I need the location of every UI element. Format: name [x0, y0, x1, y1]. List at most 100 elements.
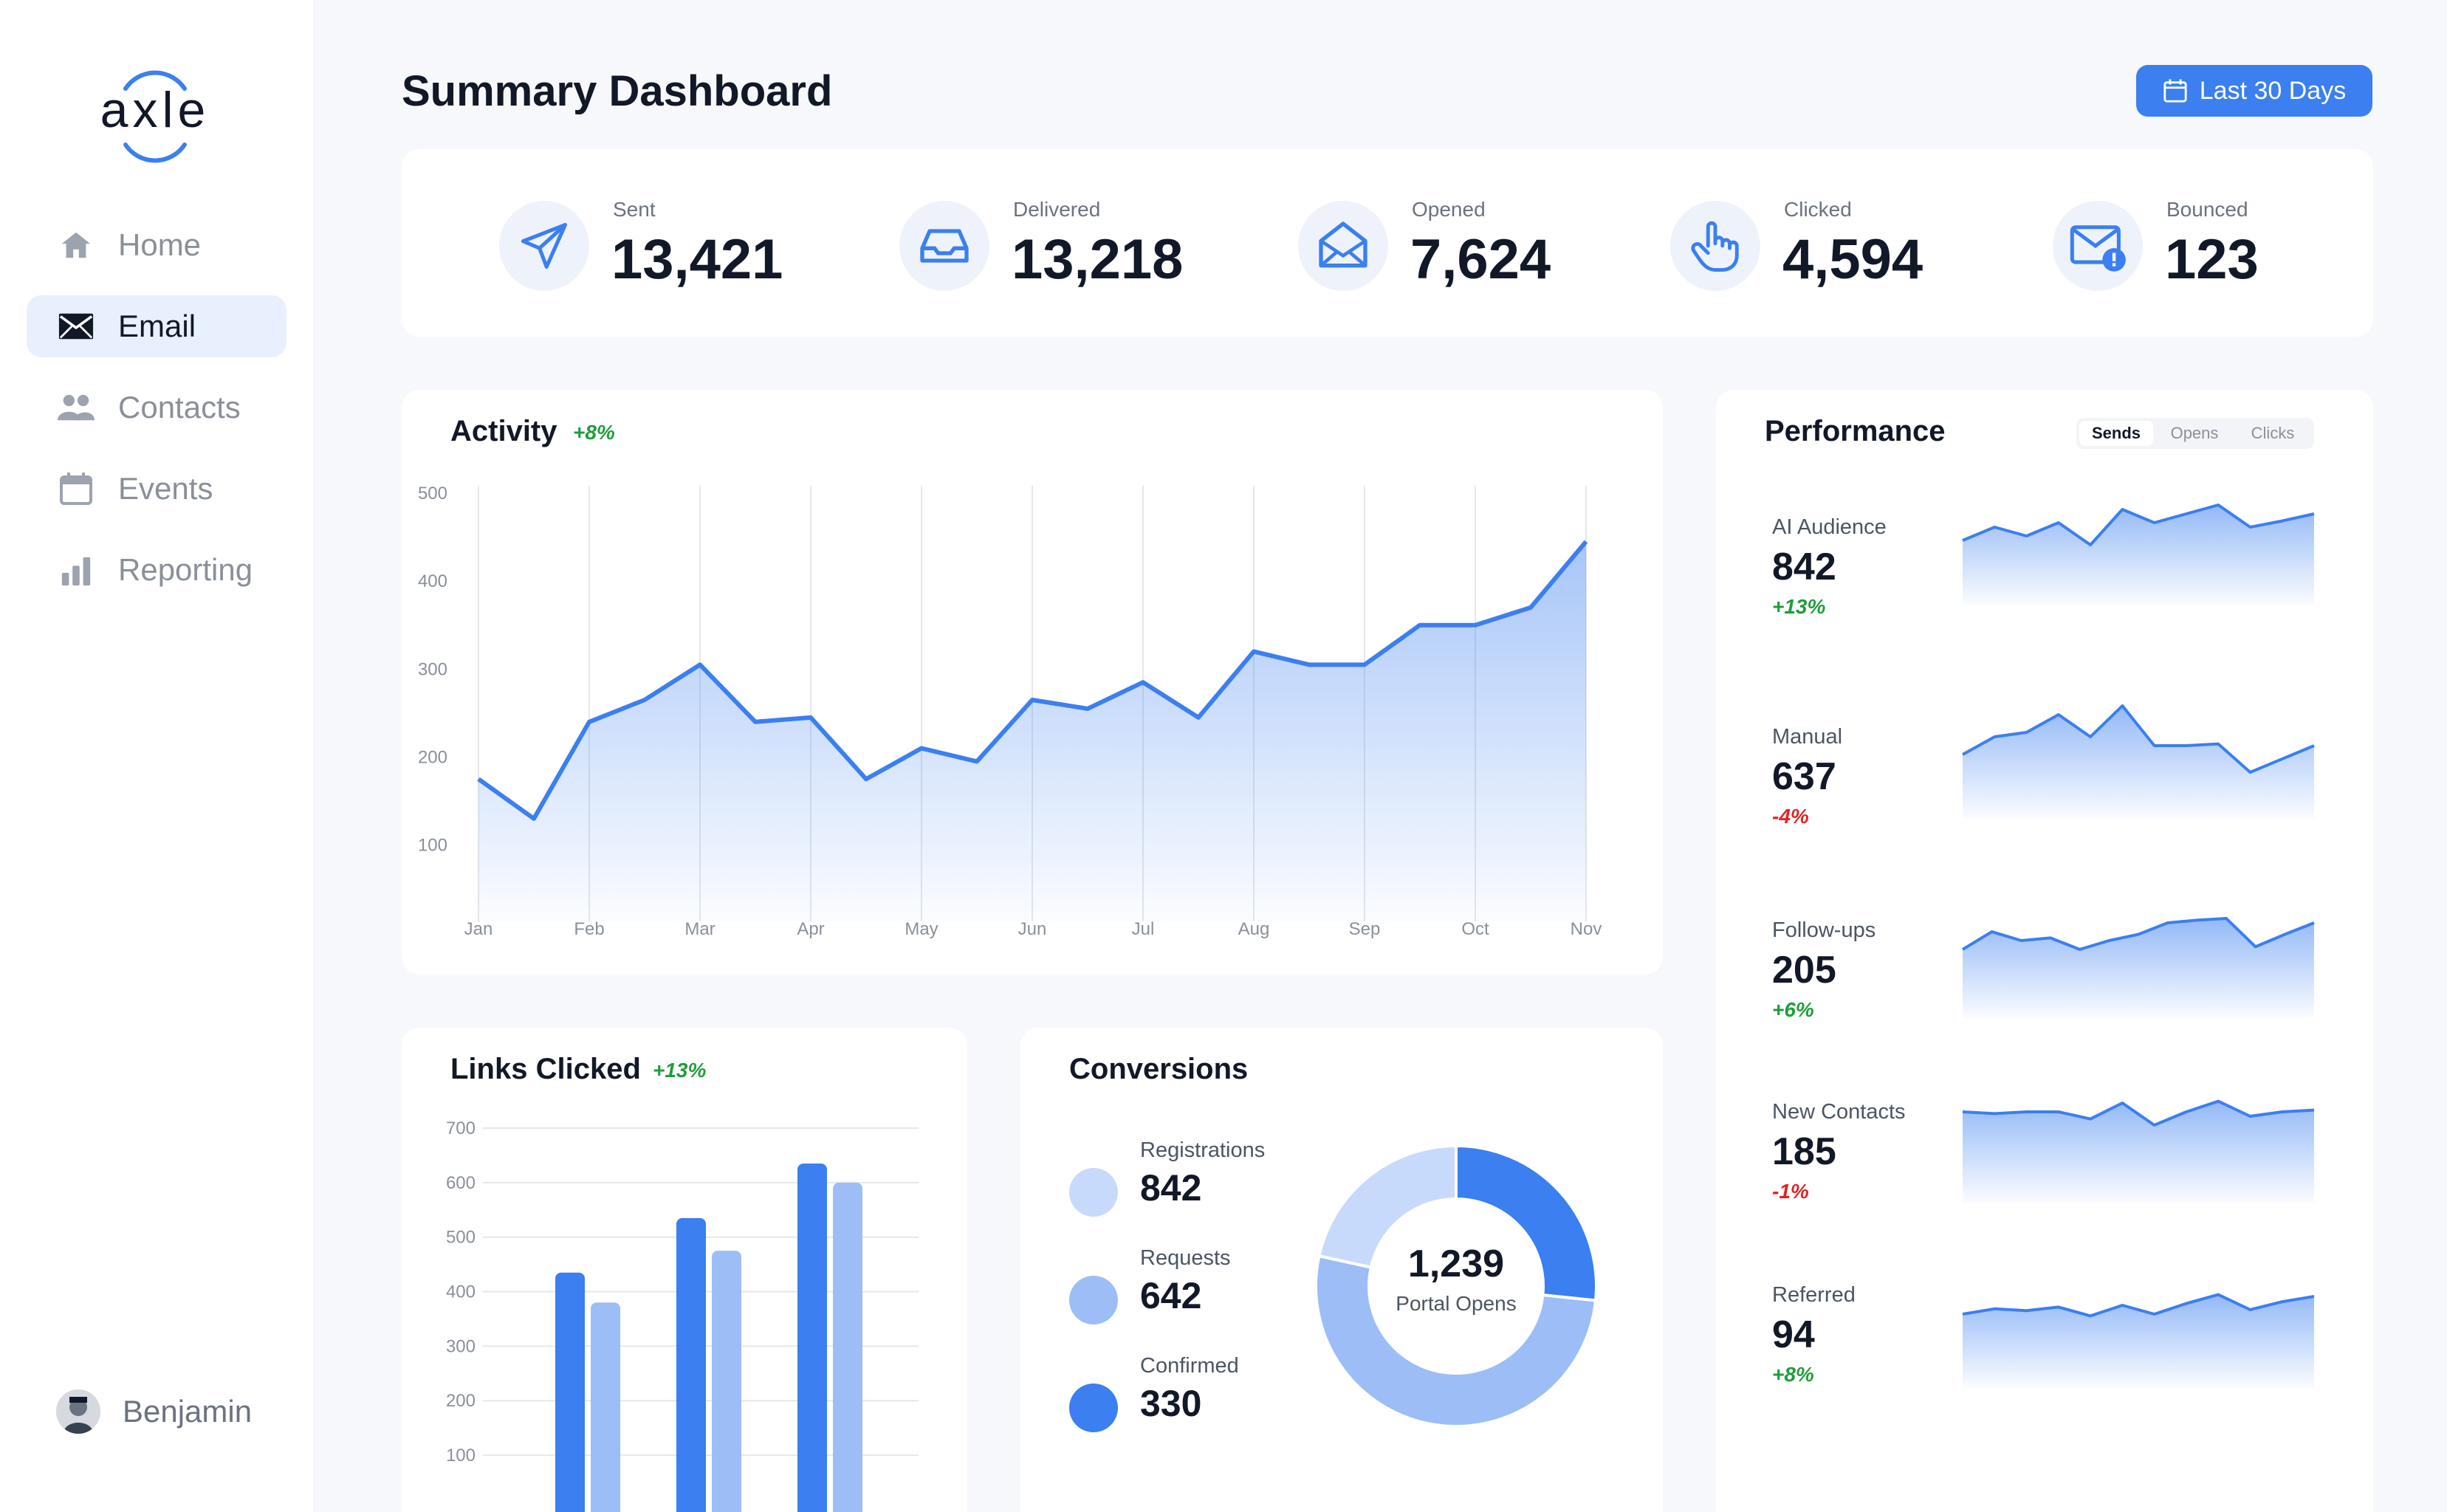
- date-range-button[interactable]: Last 30 Days: [2136, 65, 2372, 117]
- activity-card: Activity +8% 100 200 300 400 500 Jan Feb Mar Apr…: [402, 390, 1663, 975]
- sidebar-item-label: Events: [118, 471, 213, 506]
- y-tick-label: 500: [446, 1228, 476, 1248]
- performance-label: AI Audience: [1772, 515, 1887, 539]
- y-tick-label: 200: [418, 747, 447, 767]
- y-tick-label: 300: [446, 1336, 476, 1356]
- x-tick-label: Oct: [1461, 919, 1489, 939]
- y-tick-label: 200: [446, 1391, 476, 1411]
- conversion-value: 842: [1140, 1167, 1202, 1209]
- sidebar-item-label: Email: [118, 309, 196, 343]
- performance-value: 637: [1772, 755, 1836, 798]
- x-tick-label: Jun: [1018, 919, 1047, 939]
- stats-card: Sent 13,421 Delivered 13,218 Opened 7,62…: [402, 149, 2373, 337]
- bar: [712, 1251, 741, 1512]
- x-tick-label: Nov: [1571, 919, 1602, 939]
- bar: [833, 1182, 862, 1512]
- stat-value: 7,624: [1410, 228, 1551, 291]
- stat-label: Clicked: [1784, 198, 1852, 221]
- performance-delta: -1%: [1772, 1180, 1809, 1203]
- y-tick-label: 100: [418, 836, 447, 856]
- y-tick-label: 700: [446, 1118, 476, 1138]
- performance-rows: AI Audience 842 +13% Manual 637 -4% Foll…: [1772, 0, 2082, 1512]
- performance-value: 185: [1772, 1130, 1836, 1173]
- performance-label: Manual: [1772, 725, 1843, 749]
- performance-delta: -4%: [1772, 805, 1809, 828]
- calendar-icon: [58, 470, 95, 507]
- activity-title: Activity: [450, 415, 557, 447]
- sidebar-item-label: Reporting: [118, 552, 253, 587]
- tab-clicks[interactable]: Clicks: [2251, 424, 2295, 442]
- stat-value: 13,218: [1012, 228, 1184, 291]
- performance-label: Referred: [1772, 1283, 1856, 1307]
- links-clicked-delta: +13%: [653, 1059, 707, 1082]
- sidebar-item-home[interactable]: Home: [27, 214, 286, 276]
- conversion-label: Registrations: [1140, 1138, 1266, 1162]
- avatar: [56, 1389, 100, 1434]
- user-profile[interactable]: Benjamin: [56, 1389, 252, 1434]
- conversion-label: Confirmed: [1140, 1354, 1239, 1378]
- x-tick-label: Jul: [1132, 919, 1155, 939]
- sidebar-item-label: Home: [118, 227, 202, 262]
- donut-center-value: 1,239: [1407, 1243, 1505, 1285]
- open-envelope-icon: [1298, 201, 1388, 291]
- conversion-item-confirmed: Confirmed 330: [1069, 1354, 1320, 1450]
- x-tick-label: Apr: [797, 919, 824, 939]
- calendar-icon: [2163, 79, 2187, 103]
- conversions-donut-chart: [1314, 1144, 1598, 1428]
- stat-value: 13,421: [611, 228, 783, 291]
- conversion-item-requests: Requests 642: [1069, 1246, 1320, 1342]
- x-tick-label: Feb: [574, 919, 604, 939]
- user-name: Benjamin: [123, 1394, 253, 1429]
- sidebar-item-label: Contacts: [118, 390, 241, 425]
- conversion-label: Requests: [1140, 1246, 1231, 1270]
- activity-delta: +8%: [573, 421, 615, 444]
- x-tick-label: Sep: [1349, 919, 1381, 939]
- sidebar: axle Home Email Contacts Events: [0, 0, 313, 1512]
- performance-delta: +6%: [1772, 998, 1814, 1021]
- y-tick-label: 400: [446, 1282, 476, 1302]
- performance-value: 94: [1772, 1313, 1815, 1356]
- y-tick-label: 100: [446, 1446, 476, 1465]
- bar: [591, 1302, 620, 1512]
- axle-logo[interactable]: axle: [89, 65, 222, 168]
- donut-segment: [1314, 1254, 1598, 1428]
- tab-opens[interactable]: Opens: [2170, 424, 2219, 442]
- activity-chart: 100 200 300 400 500 Jan Feb Mar Apr May Jun Jul Aug S…: [418, 484, 1602, 939]
- x-tick-label: Aug: [1238, 919, 1270, 939]
- bar: [555, 1272, 585, 1512]
- bar: [676, 1217, 706, 1512]
- y-tick-label: 500: [418, 484, 447, 504]
- y-tick-label: 600: [446, 1173, 476, 1193]
- sidebar-item-events[interactable]: Events: [27, 458, 286, 520]
- date-range-label: Last 30 Days: [2199, 76, 2347, 105]
- performance-tabs: Sends Opens Clicks: [2076, 418, 2314, 449]
- performance-delta: +8%: [1772, 1363, 1814, 1386]
- activity-line: [477, 540, 1588, 821]
- sidebar-nav: Home Email Contacts Events Reporting: [27, 214, 286, 620]
- donut-segment: [1317, 1144, 1458, 1270]
- stat-label: Opened: [1412, 198, 1486, 221]
- sidebar-item-contacts[interactable]: Contacts: [27, 377, 286, 439]
- legend-dot: [1069, 1168, 1118, 1217]
- performance-value: 842: [1772, 546, 1836, 588]
- links-clicked-chart: 100 200 300 400 500 600 700: [446, 1118, 919, 1512]
- inbox-icon: [899, 201, 989, 291]
- legend-dot: [1069, 1384, 1118, 1432]
- logo-text: axle: [100, 82, 210, 138]
- y-tick-label: 300: [418, 659, 447, 679]
- x-tick-label: Jan: [464, 919, 493, 939]
- sidebar-item-reporting[interactable]: Reporting: [27, 539, 286, 601]
- conversions-card: Conversions Registrations 842 Requests 6…: [1020, 1028, 1663, 1512]
- page-title: Summary Dashboard: [402, 67, 833, 115]
- sidebar-item-email[interactable]: Email: [27, 295, 286, 357]
- tab-sends[interactable]: Sends: [2079, 421, 2153, 446]
- links-clicked-card: Links Clicked +13% 100 200 300 400 500 600 700: [402, 1028, 967, 1512]
- links-clicked-title: Links Clicked: [450, 1053, 641, 1085]
- bar: [797, 1164, 827, 1512]
- donut-center: 1,239 Portal Opens: [1345, 1242, 1567, 1316]
- donut-center-label: Portal Opens: [1396, 1292, 1517, 1315]
- performance-delta: +13%: [1772, 595, 1826, 618]
- donut-segment: [1455, 1144, 1598, 1302]
- conversion-value: 330: [1140, 1383, 1202, 1424]
- y-tick-label: 400: [418, 571, 447, 591]
